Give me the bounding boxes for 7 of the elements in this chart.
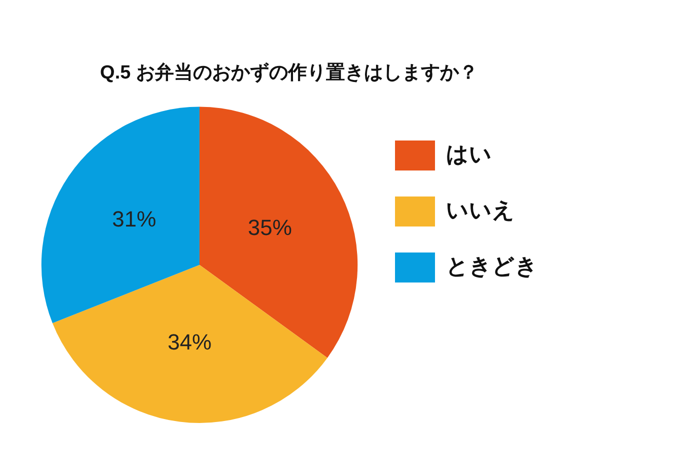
legend-label: いいえ — [446, 198, 515, 223]
data-label: 35% — [248, 215, 292, 240]
data-label: 31% — [112, 206, 156, 232]
chart-title: Q.5 お弁当のおかずの作り置きはしますか？ — [100, 62, 478, 84]
data-label: 34% — [168, 329, 212, 354]
legend-label: はい — [446, 142, 492, 167]
legend-label: ときどき — [446, 254, 538, 279]
